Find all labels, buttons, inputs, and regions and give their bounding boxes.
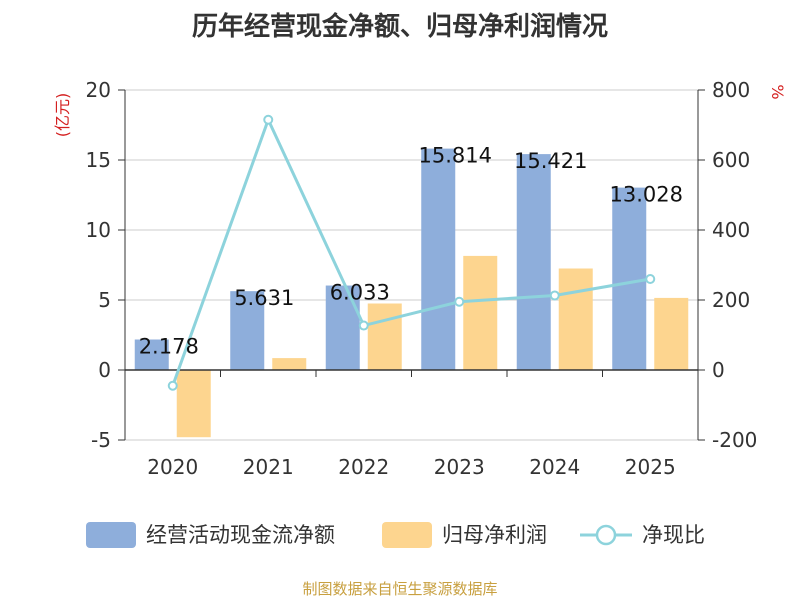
ratio-line <box>167 114 656 391</box>
data-label: 13.028 <box>610 183 683 207</box>
profit-bar <box>272 358 307 370</box>
data-label: 15.421 <box>514 149 587 173</box>
data-label: 15.814 <box>419 144 492 168</box>
grid-lines <box>125 89 698 441</box>
ratio-point <box>167 380 178 391</box>
cashflow-bar <box>134 339 169 370</box>
x-tick-label: 2024 <box>529 455 580 479</box>
legend-label: 经营活动现金流净额 <box>146 523 335 547</box>
left-axis-unit: (亿元) <box>53 93 72 138</box>
left-tick-label: 10 <box>86 218 111 242</box>
x-tick-label: 2020 <box>147 455 198 479</box>
axes: 20 15 10 5 0 -5 800 600 400 200 0 -200 (亿元)% 2020 2021… <box>53 78 787 479</box>
right-tick-label: 400 <box>712 218 750 242</box>
legend-swatch <box>86 522 136 548</box>
profit-bar <box>654 297 689 370</box>
left-tick-label: 0 <box>98 358 111 382</box>
left-tick-label: 15 <box>86 148 111 172</box>
cashflow-bar <box>612 187 647 370</box>
data-label: 5.631 <box>234 286 294 310</box>
x-tick-label: 2025 <box>625 455 676 479</box>
ratio-line-path <box>171 115 651 387</box>
right-tick-label: 200 <box>712 288 750 312</box>
right-tick-label: 800 <box>712 78 750 102</box>
bars <box>134 148 689 438</box>
x-tick-label: 2022 <box>338 455 389 479</box>
left-tick-label: 20 <box>86 78 111 102</box>
source-note: 制图数据来自恒生聚源数据库 <box>302 580 498 598</box>
chart-title: 历年经营现金净额、归母净利润情况 <box>191 12 608 42</box>
legend-marker <box>595 524 617 546</box>
data-labels: 2.178 5.631 6.033 15.814 15.421 13.028 <box>139 144 683 359</box>
x-tick-label: 2021 <box>243 455 294 479</box>
right-tick-label: 600 <box>712 148 750 172</box>
right-axis-unit: % <box>768 84 787 99</box>
legend: 经营活动现金流净额 归母净利润 净现比 <box>86 522 705 548</box>
right-tick-label: -200 <box>712 428 757 452</box>
cashflow-bar <box>230 291 265 370</box>
data-label: 2.178 <box>139 335 199 359</box>
ratio-point <box>263 114 274 125</box>
ratio-point <box>358 320 369 331</box>
right-tick-label: 0 <box>712 358 725 382</box>
cashflow-bar <box>516 154 551 370</box>
profit-bar <box>367 303 402 370</box>
legend-swatch <box>382 522 432 548</box>
x-tick-label: 2023 <box>434 455 485 479</box>
ratio-point <box>454 296 465 307</box>
profit-bar <box>463 255 498 370</box>
cashflow-bar <box>421 148 456 370</box>
ratio-point <box>549 290 560 301</box>
data-label: 6.033 <box>330 281 390 305</box>
cashflow-bar <box>325 285 360 370</box>
legend-label: 归母净利润 <box>442 523 547 547</box>
left-tick-label: -5 <box>91 428 111 452</box>
ratio-point <box>645 274 656 284</box>
profit-bar <box>558 268 593 370</box>
legend-label: 净现比 <box>642 523 705 547</box>
profit-bar <box>176 370 211 438</box>
left-tick-label: 5 <box>98 288 111 312</box>
